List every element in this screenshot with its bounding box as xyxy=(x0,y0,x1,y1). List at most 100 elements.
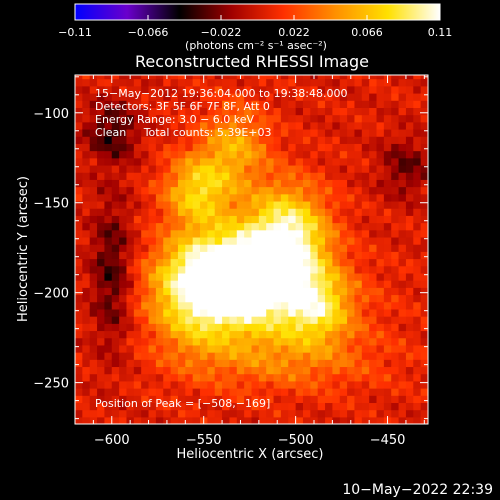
heatmap-cell xyxy=(141,222,150,231)
heatmap-cell xyxy=(266,128,275,137)
heatmap-cell xyxy=(354,330,363,339)
heatmap-cell xyxy=(391,330,400,339)
heatmap-cell xyxy=(361,294,370,303)
heatmap-cell xyxy=(325,251,333,260)
heatmap-cell xyxy=(222,100,231,108)
heatmap-cell xyxy=(266,294,275,303)
heatmap-cell xyxy=(82,128,91,137)
heatmap-cell xyxy=(420,388,428,396)
heatmap-cell xyxy=(163,236,172,245)
heatmap-cell xyxy=(398,344,407,353)
heatmap-cell xyxy=(383,395,392,404)
heatmap-cell xyxy=(354,323,363,332)
heatmap-cell xyxy=(185,366,194,375)
heatmap-cell xyxy=(75,150,83,159)
heatmap-cell xyxy=(207,395,216,404)
heatmap-cell xyxy=(391,366,400,375)
heatmap-cell xyxy=(111,100,120,108)
heatmap-cell xyxy=(391,114,400,123)
heatmap-cell xyxy=(339,150,348,159)
heatmap-cell xyxy=(200,337,208,346)
heatmap-cell xyxy=(236,258,245,267)
heatmap-cell xyxy=(288,128,297,137)
heatmap-cell xyxy=(119,366,128,375)
heatmap-cell xyxy=(339,409,348,418)
heatmap-cell xyxy=(420,272,428,281)
heatmap-cell xyxy=(200,136,208,144)
heatmap-cell xyxy=(177,301,186,310)
heatmap-cell xyxy=(244,200,253,209)
colorbar-gradient xyxy=(74,3,441,21)
heatmap-cell xyxy=(214,366,223,375)
heatmap-cell xyxy=(163,258,172,267)
heatmap-cell xyxy=(97,323,106,332)
heatmap-cell xyxy=(251,395,260,404)
heatmap-cell xyxy=(148,352,157,360)
heatmap-cell xyxy=(376,136,385,144)
heatmap-cell xyxy=(369,301,378,310)
heatmap-cell xyxy=(244,143,253,152)
heatmap-cell xyxy=(413,78,422,87)
heatmap-cell xyxy=(317,366,326,375)
heatmap-cell xyxy=(214,121,223,130)
heatmap-cell xyxy=(317,107,326,116)
heatmap-cell xyxy=(361,172,370,180)
heatmap-cell xyxy=(163,409,172,418)
heatmap-cell xyxy=(97,395,106,404)
heatmap-cell xyxy=(244,265,253,274)
heatmap-cell xyxy=(413,265,422,274)
heatmap-cell xyxy=(376,294,385,303)
heatmap-cell xyxy=(244,186,253,195)
heatmap-cell xyxy=(185,352,194,360)
heatmap-cell xyxy=(185,136,194,144)
heatmap-cell xyxy=(251,373,260,382)
heatmap-cell xyxy=(155,121,164,130)
heatmap-cell xyxy=(177,280,186,288)
heatmap-cell xyxy=(398,258,407,267)
heatmap-cell xyxy=(192,179,201,188)
heatmap-cell xyxy=(236,323,245,332)
heatmap-cell xyxy=(75,121,83,130)
heatmap-cell xyxy=(177,373,186,382)
heatmap-cell xyxy=(391,222,400,231)
heatmap-cell xyxy=(266,380,275,389)
heatmap-cell xyxy=(376,280,385,288)
heatmap-cell xyxy=(354,344,363,353)
heatmap-cell xyxy=(75,258,83,267)
heatmap-cell xyxy=(163,308,172,317)
heatmap-cell xyxy=(258,236,267,245)
heatmap-cell xyxy=(133,200,142,209)
heatmap-cell xyxy=(214,100,223,108)
heatmap-cell xyxy=(236,164,245,173)
colorbar-unit-label: (photons cm⁻² s⁻¹ asec⁻²) xyxy=(185,39,327,52)
heatmap-cell xyxy=(302,316,311,324)
heatmap-cell xyxy=(266,215,275,224)
heatmap-cell xyxy=(288,395,297,404)
heatmap-cell xyxy=(163,157,172,166)
heatmap-cell xyxy=(332,114,341,123)
heatmap-cell xyxy=(82,157,91,166)
heatmap-cell xyxy=(97,200,106,209)
heatmap-cell xyxy=(361,244,370,252)
heatmap-cell xyxy=(347,323,356,332)
heatmap-cell xyxy=(222,402,231,411)
heatmap-cell xyxy=(229,330,238,339)
heatmap-cell xyxy=(207,164,216,173)
heatmap-cell xyxy=(273,323,282,332)
heatmap-cell xyxy=(244,75,253,80)
heatmap-cell xyxy=(236,388,245,396)
heatmap-cell xyxy=(244,352,253,360)
heatmap-cell xyxy=(111,359,120,368)
heatmap-cell xyxy=(302,85,311,94)
heatmap-cell xyxy=(104,402,113,411)
heatmap-cell xyxy=(251,280,260,288)
heatmap-cell xyxy=(258,200,267,209)
heatmap-cell xyxy=(207,208,216,216)
heatmap-cell xyxy=(405,366,414,375)
heatmap-cell xyxy=(170,316,179,324)
heatmap-cell xyxy=(89,395,98,404)
heatmap-cell xyxy=(111,323,120,332)
heatmap-cell xyxy=(222,416,231,424)
heatmap-cell xyxy=(361,330,370,339)
heatmap-cell xyxy=(325,244,333,252)
